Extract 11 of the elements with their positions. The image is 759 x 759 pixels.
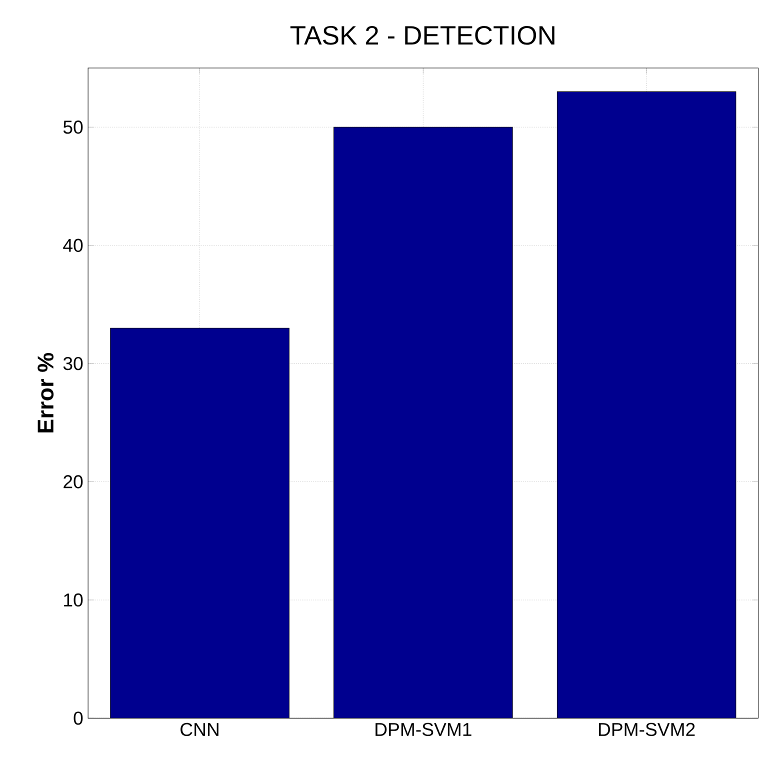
- y-tick-label: 10: [64, 593, 83, 607]
- x-tick-label: DPM-SVM2: [598, 722, 695, 736]
- y-tick-label: 40: [63, 238, 83, 252]
- y-axis-title: Error %: [38, 352, 54, 432]
- chart-title: TASK 2 - DETECTION: [290, 26, 554, 45]
- y-tick-label: 30: [63, 356, 83, 370]
- y-tick-label: 0: [74, 712, 83, 725]
- y-tick-label: 50: [63, 120, 83, 134]
- x-tick-label: CNN: [180, 722, 218, 736]
- x-tick-label: DPM-SVM1: [376, 722, 472, 736]
- y-tick-label: 20: [64, 475, 83, 488]
